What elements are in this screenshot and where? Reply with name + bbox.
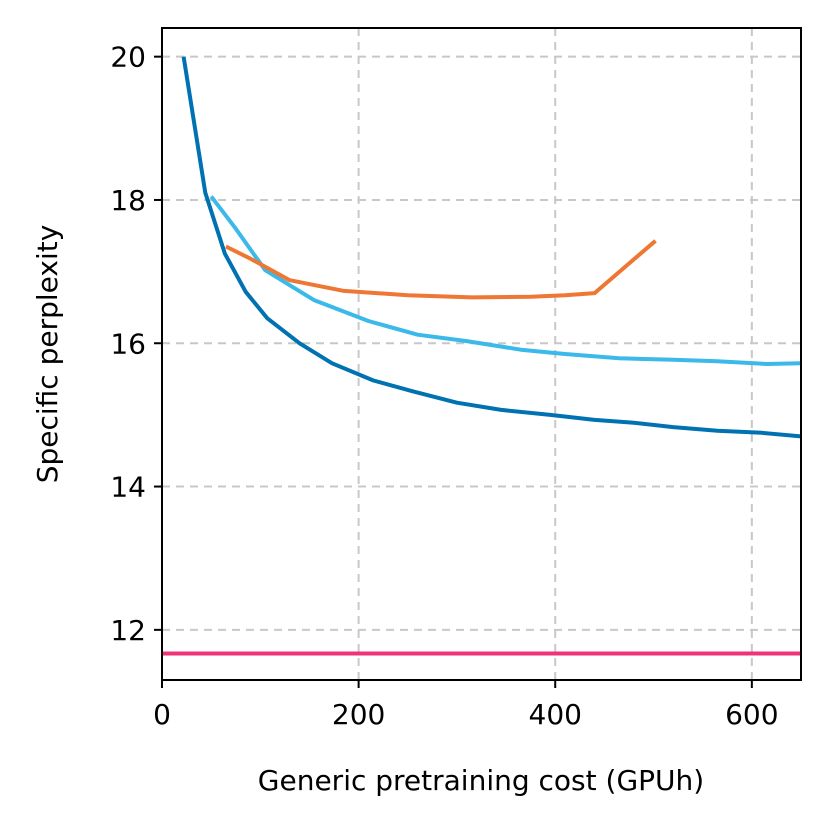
- y-tick-label: 14: [110, 471, 146, 504]
- x-tick-label: 200: [332, 698, 385, 731]
- y-tick-label: 18: [110, 184, 146, 217]
- series-orange-line: [225, 239, 657, 300]
- x-axis-title: Generic pretraining cost (GPUh): [258, 764, 704, 797]
- grid-lines: [161, 28, 801, 680]
- x-tick-label: 400: [529, 698, 582, 731]
- y-axis-title: Specific perplexity: [31, 225, 64, 484]
- axis-ticks: 0 200 400 600 12 14 16 18 20: [110, 41, 778, 731]
- y-tick-label: 20: [110, 41, 146, 74]
- y-tick-label: 16: [110, 327, 146, 360]
- x-tick-label: 600: [725, 698, 778, 731]
- series-light-blue-line: [209, 195, 801, 366]
- series-dark-blue-line: [181, 56, 801, 439]
- plot-frame: [161, 27, 802, 681]
- x-tick-label: 0: [153, 698, 171, 731]
- series-group: [162, 56, 801, 656]
- y-tick-label: 12: [110, 614, 146, 647]
